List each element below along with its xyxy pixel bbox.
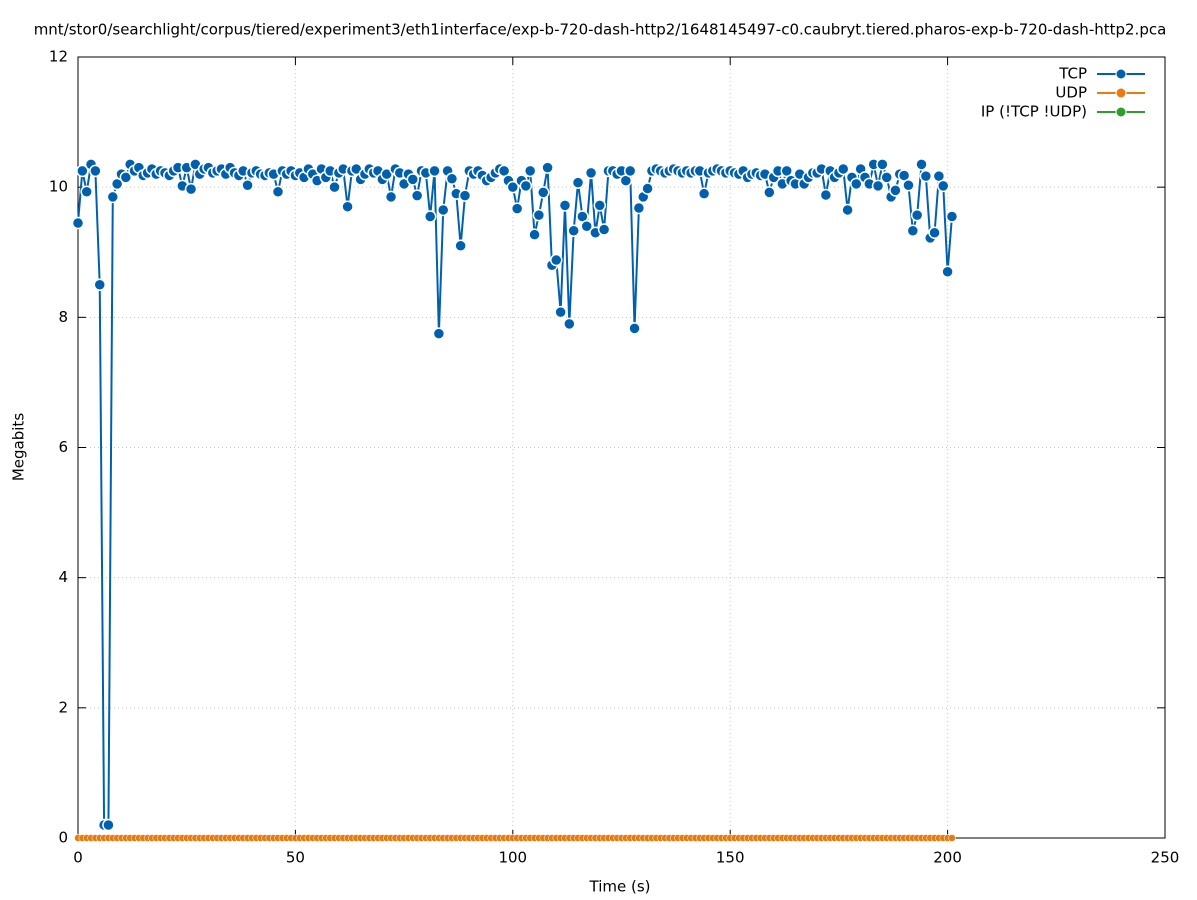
y-tick-label: 8 <box>58 308 68 326</box>
data-point <box>410 189 424 202</box>
x-axis-label: Time (s) <box>589 878 651 896</box>
chart-title: mnt/stor0/searchlight/corpus/tiered/expe… <box>34 21 1167 39</box>
data-point <box>563 317 576 331</box>
series-line <box>77 160 953 826</box>
data-point <box>850 177 863 191</box>
data-point <box>76 164 89 178</box>
data-point <box>445 172 459 185</box>
y-tick-label: 12 <box>49 48 68 66</box>
legend-marker <box>1115 106 1127 118</box>
data-point <box>432 327 446 340</box>
data-point <box>541 161 554 174</box>
data-point <box>510 202 524 215</box>
x-tick-label: 50 <box>286 849 305 867</box>
data-point <box>928 226 941 239</box>
x-tick-label: 200 <box>933 849 962 867</box>
data-point <box>423 210 437 223</box>
data-point <box>523 164 537 178</box>
data-point <box>436 203 450 217</box>
data-point <box>519 179 533 193</box>
data-point <box>341 200 354 213</box>
legend-marker <box>1115 68 1127 80</box>
data-point <box>558 199 572 212</box>
data-point <box>948 834 956 842</box>
legend-label: IP (!TCP !UDP) <box>981 103 1087 121</box>
data-point <box>836 162 850 176</box>
data-point <box>628 322 641 335</box>
data-point <box>184 182 198 196</box>
data-point <box>93 278 106 292</box>
data-point <box>532 208 546 222</box>
data-point <box>919 169 933 183</box>
data-point <box>580 219 593 233</box>
data-point <box>641 182 654 195</box>
data-point <box>458 189 472 202</box>
y-tick-label: 4 <box>58 568 68 586</box>
data-point <box>89 164 102 178</box>
data-point <box>528 228 541 241</box>
data-point <box>536 186 550 199</box>
y-tick-label: 10 <box>49 178 68 196</box>
legend-label: UDP <box>1055 84 1087 102</box>
legend-marker <box>1115 87 1127 99</box>
data-point <box>271 185 285 198</box>
data-point <box>889 184 902 197</box>
data-point <box>571 176 585 189</box>
data-point <box>71 216 85 230</box>
data-point <box>406 173 420 186</box>
y-tick-label: 2 <box>58 698 68 716</box>
data-point <box>328 180 341 194</box>
data-point <box>506 180 520 194</box>
data-point <box>763 186 776 199</box>
data-point <box>550 253 563 267</box>
data-point <box>80 185 93 198</box>
data-point <box>945 210 959 223</box>
y-tick-label: 6 <box>58 438 68 456</box>
data-point <box>841 203 854 217</box>
data-point <box>910 208 924 222</box>
data-point <box>623 164 637 178</box>
data-point <box>915 158 928 171</box>
data-point <box>584 166 598 180</box>
data-point <box>941 265 954 279</box>
data-point <box>906 224 920 238</box>
data-point <box>876 158 889 171</box>
y-tick-label: 0 <box>58 829 68 847</box>
data-point <box>554 305 567 319</box>
data-point <box>937 179 950 193</box>
data-point <box>428 164 441 178</box>
x-tick-label: 100 <box>498 849 527 867</box>
data-point <box>697 187 711 200</box>
data-point <box>597 223 611 236</box>
data-point <box>567 224 580 238</box>
data-point <box>241 178 254 192</box>
y-axis-label: Megabits <box>10 413 28 481</box>
data-point <box>902 178 915 192</box>
data-point <box>871 179 885 193</box>
data-point <box>106 190 120 204</box>
data-point <box>454 239 467 252</box>
x-tick-label: 250 <box>1151 849 1180 867</box>
data-point <box>819 188 833 202</box>
x-tick-label: 150 <box>716 849 745 867</box>
data-point <box>119 171 133 184</box>
legend-label: TCP <box>1058 65 1087 83</box>
data-point <box>102 818 115 832</box>
data-point <box>632 201 646 215</box>
data-point <box>384 190 398 204</box>
data-point <box>880 171 893 184</box>
data-point <box>593 199 607 212</box>
x-tick-label: 0 <box>73 849 83 867</box>
